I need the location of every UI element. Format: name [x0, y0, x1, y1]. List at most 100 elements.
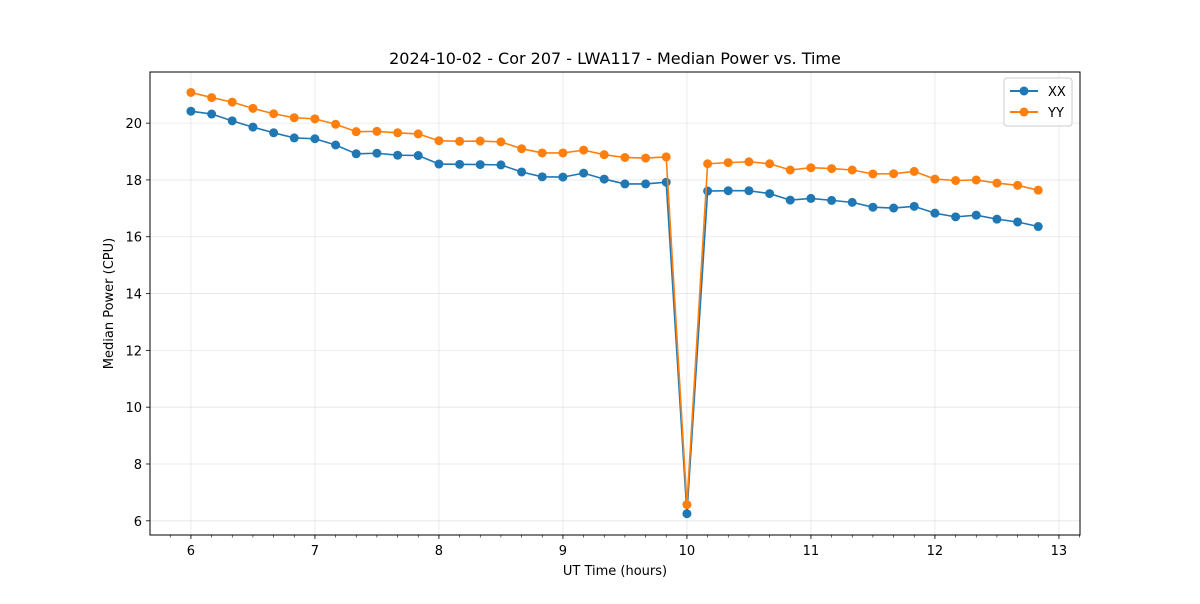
data-point-xx — [269, 128, 279, 138]
data-point-xx — [289, 133, 299, 143]
data-point-yy — [992, 178, 1002, 188]
data-point-yy — [909, 166, 919, 176]
data-point-xx — [785, 195, 795, 205]
data-point-xx — [889, 203, 899, 213]
data-point-xx — [909, 201, 919, 211]
legend-label-yy: YY — [1047, 106, 1064, 121]
data-point-xx — [393, 150, 403, 160]
data-point-xx — [620, 179, 630, 189]
data-point-yy — [475, 136, 485, 146]
y-tick-label: 12 — [125, 344, 142, 359]
x-tick-label: 9 — [559, 544, 567, 559]
x-tick-label: 13 — [1051, 544, 1068, 559]
data-point-yy — [496, 137, 506, 147]
data-point-yy — [641, 153, 651, 163]
data-point-xx — [413, 151, 423, 161]
data-point-xx — [351, 149, 361, 159]
data-point-yy — [930, 174, 940, 184]
legend-marker-xx — [1019, 86, 1029, 96]
data-point-yy — [661, 152, 671, 162]
series-layer — [186, 87, 1043, 519]
data-point-yy — [558, 148, 568, 158]
data-point-yy — [310, 114, 320, 124]
data-point-yy — [703, 159, 713, 169]
legend: XX YY — [1003, 77, 1073, 127]
data-point-xx — [434, 159, 444, 169]
data-point-xx — [207, 109, 217, 119]
data-point-xx — [579, 168, 589, 178]
y-tick-label: 20 — [125, 117, 142, 132]
chart-title: 2024-10-02 - Cor 207 - LWA117 - Median P… — [389, 49, 841, 68]
data-point-xx — [517, 167, 527, 177]
x-tick-label: 8 — [435, 544, 443, 559]
data-point-xx — [331, 140, 341, 150]
data-point-xx — [1033, 222, 1043, 232]
data-point-xx — [558, 172, 568, 182]
data-point-yy — [971, 175, 981, 185]
data-point-xx — [248, 122, 258, 132]
y-tick-label: 16 — [125, 231, 142, 246]
data-point-yy — [889, 169, 899, 179]
data-point-xx — [868, 202, 878, 212]
data-point-xx — [537, 172, 547, 182]
data-point-xx — [847, 197, 857, 207]
data-point-xx — [641, 179, 651, 189]
data-point-xx — [827, 195, 837, 205]
data-point-yy — [868, 169, 878, 179]
y-tick-label: 18 — [125, 174, 142, 189]
data-point-yy — [207, 93, 217, 103]
y-tick-label: 14 — [125, 288, 142, 303]
data-point-xx — [723, 186, 733, 196]
plot-frame — [149, 71, 1081, 536]
y-tick-label: 6 — [134, 515, 142, 530]
data-point-yy — [331, 119, 341, 129]
data-point-xx — [765, 189, 775, 199]
data-point-xx — [806, 193, 816, 203]
x-tick-label: 7 — [311, 544, 319, 559]
data-point-xx — [744, 186, 754, 196]
data-point-xx — [496, 160, 506, 170]
data-point-yy — [765, 159, 775, 169]
data-point-yy — [413, 129, 423, 139]
data-point-xx — [455, 159, 465, 169]
data-point-xx — [475, 160, 485, 170]
x-tick-label: 11 — [803, 544, 820, 559]
data-point-yy — [393, 128, 403, 138]
data-point-yy — [248, 103, 258, 113]
data-point-xx — [930, 208, 940, 218]
data-point-yy — [434, 136, 444, 146]
data-point-yy — [847, 165, 857, 175]
data-point-yy — [599, 150, 609, 160]
data-point-xx — [992, 214, 1002, 224]
data-point-yy — [682, 500, 692, 510]
x-axis-label: UT Time (hours) — [563, 564, 667, 579]
data-point-xx — [186, 106, 196, 116]
y-axis-label: Median Power (CPU) — [102, 238, 117, 369]
data-point-xx — [682, 509, 692, 519]
data-point-yy — [620, 152, 630, 162]
legend-marker-yy — [1019, 107, 1029, 117]
x-tick-label: 10 — [679, 544, 696, 559]
data-point-yy — [517, 144, 527, 154]
grid — [150, 72, 1080, 535]
series-line-yy — [190, 91, 1039, 506]
data-point-yy — [1033, 185, 1043, 195]
data-point-xx — [310, 134, 320, 144]
x-tick-label: 12 — [927, 544, 944, 559]
x-tick-label: 6 — [187, 544, 195, 559]
data-point-yy — [372, 126, 382, 136]
data-point-xx — [599, 174, 609, 184]
data-point-yy — [723, 158, 733, 168]
data-point-yy — [744, 157, 754, 167]
y-tick-label: 10 — [125, 401, 142, 416]
data-point-xx — [971, 210, 981, 220]
data-point-xx — [1013, 217, 1023, 227]
data-point-yy — [289, 113, 299, 123]
data-point-yy — [806, 163, 816, 173]
legend-label-xx: XX — [1048, 85, 1066, 100]
data-point-xx — [227, 116, 237, 126]
y-tick-label: 8 — [134, 458, 142, 473]
data-point-xx — [372, 148, 382, 158]
